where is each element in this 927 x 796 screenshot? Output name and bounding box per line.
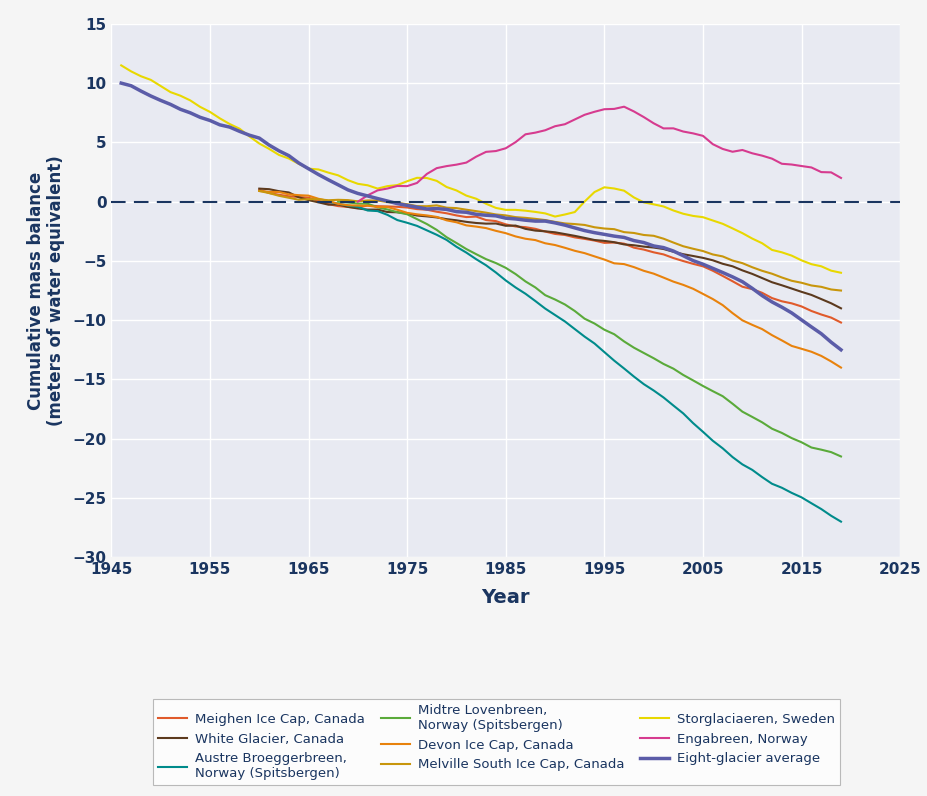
X-axis label: Year: Year	[481, 588, 529, 607]
Legend: Meighen Ice Cap, Canada, White Glacier, Canada, Austre Broeggerbreen,
Norway (Sp: Meighen Ice Cap, Canada, White Glacier, …	[153, 699, 839, 786]
Y-axis label: Cumulative mass balance
(meters of water equivalent): Cumulative mass balance (meters of water…	[27, 155, 66, 426]
